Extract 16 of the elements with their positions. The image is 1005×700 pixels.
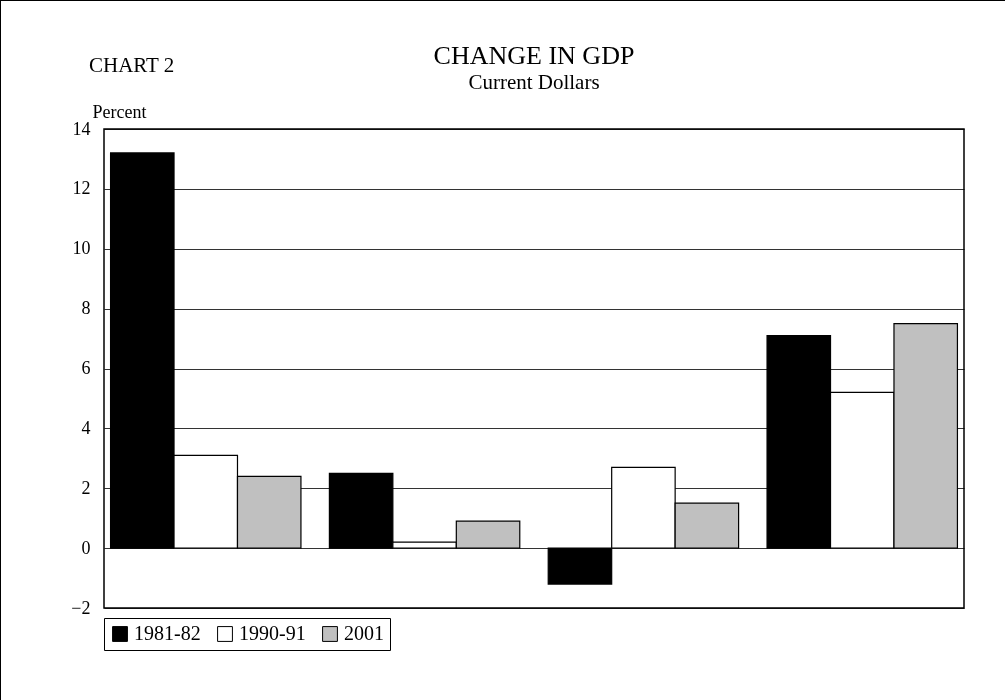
caption: CHART 2 [89,53,175,78]
y-tick-label: 6 [81,358,91,378]
legend-label: 1990-91 [239,622,306,644]
chart-title: CHANGE IN GDP [433,41,635,70]
y-tick-label: 2 [81,477,91,498]
y-tick-label: 10 [72,238,91,259]
y-tick-label: −2 [71,597,91,618]
legend-label: 1981-82 [134,622,201,644]
y-tick-label: 0 [81,537,91,558]
y-tick-label: 14 [72,118,91,139]
y-axis-title: Percent [92,101,147,122]
y-tick-label: 12 [72,178,91,199]
y-tick-label: 8 [81,298,91,319]
y-tick-label: 4 [81,417,91,438]
legend-label: 2001 [344,622,384,644]
chart-subtitle: Current Dollars [468,70,600,94]
